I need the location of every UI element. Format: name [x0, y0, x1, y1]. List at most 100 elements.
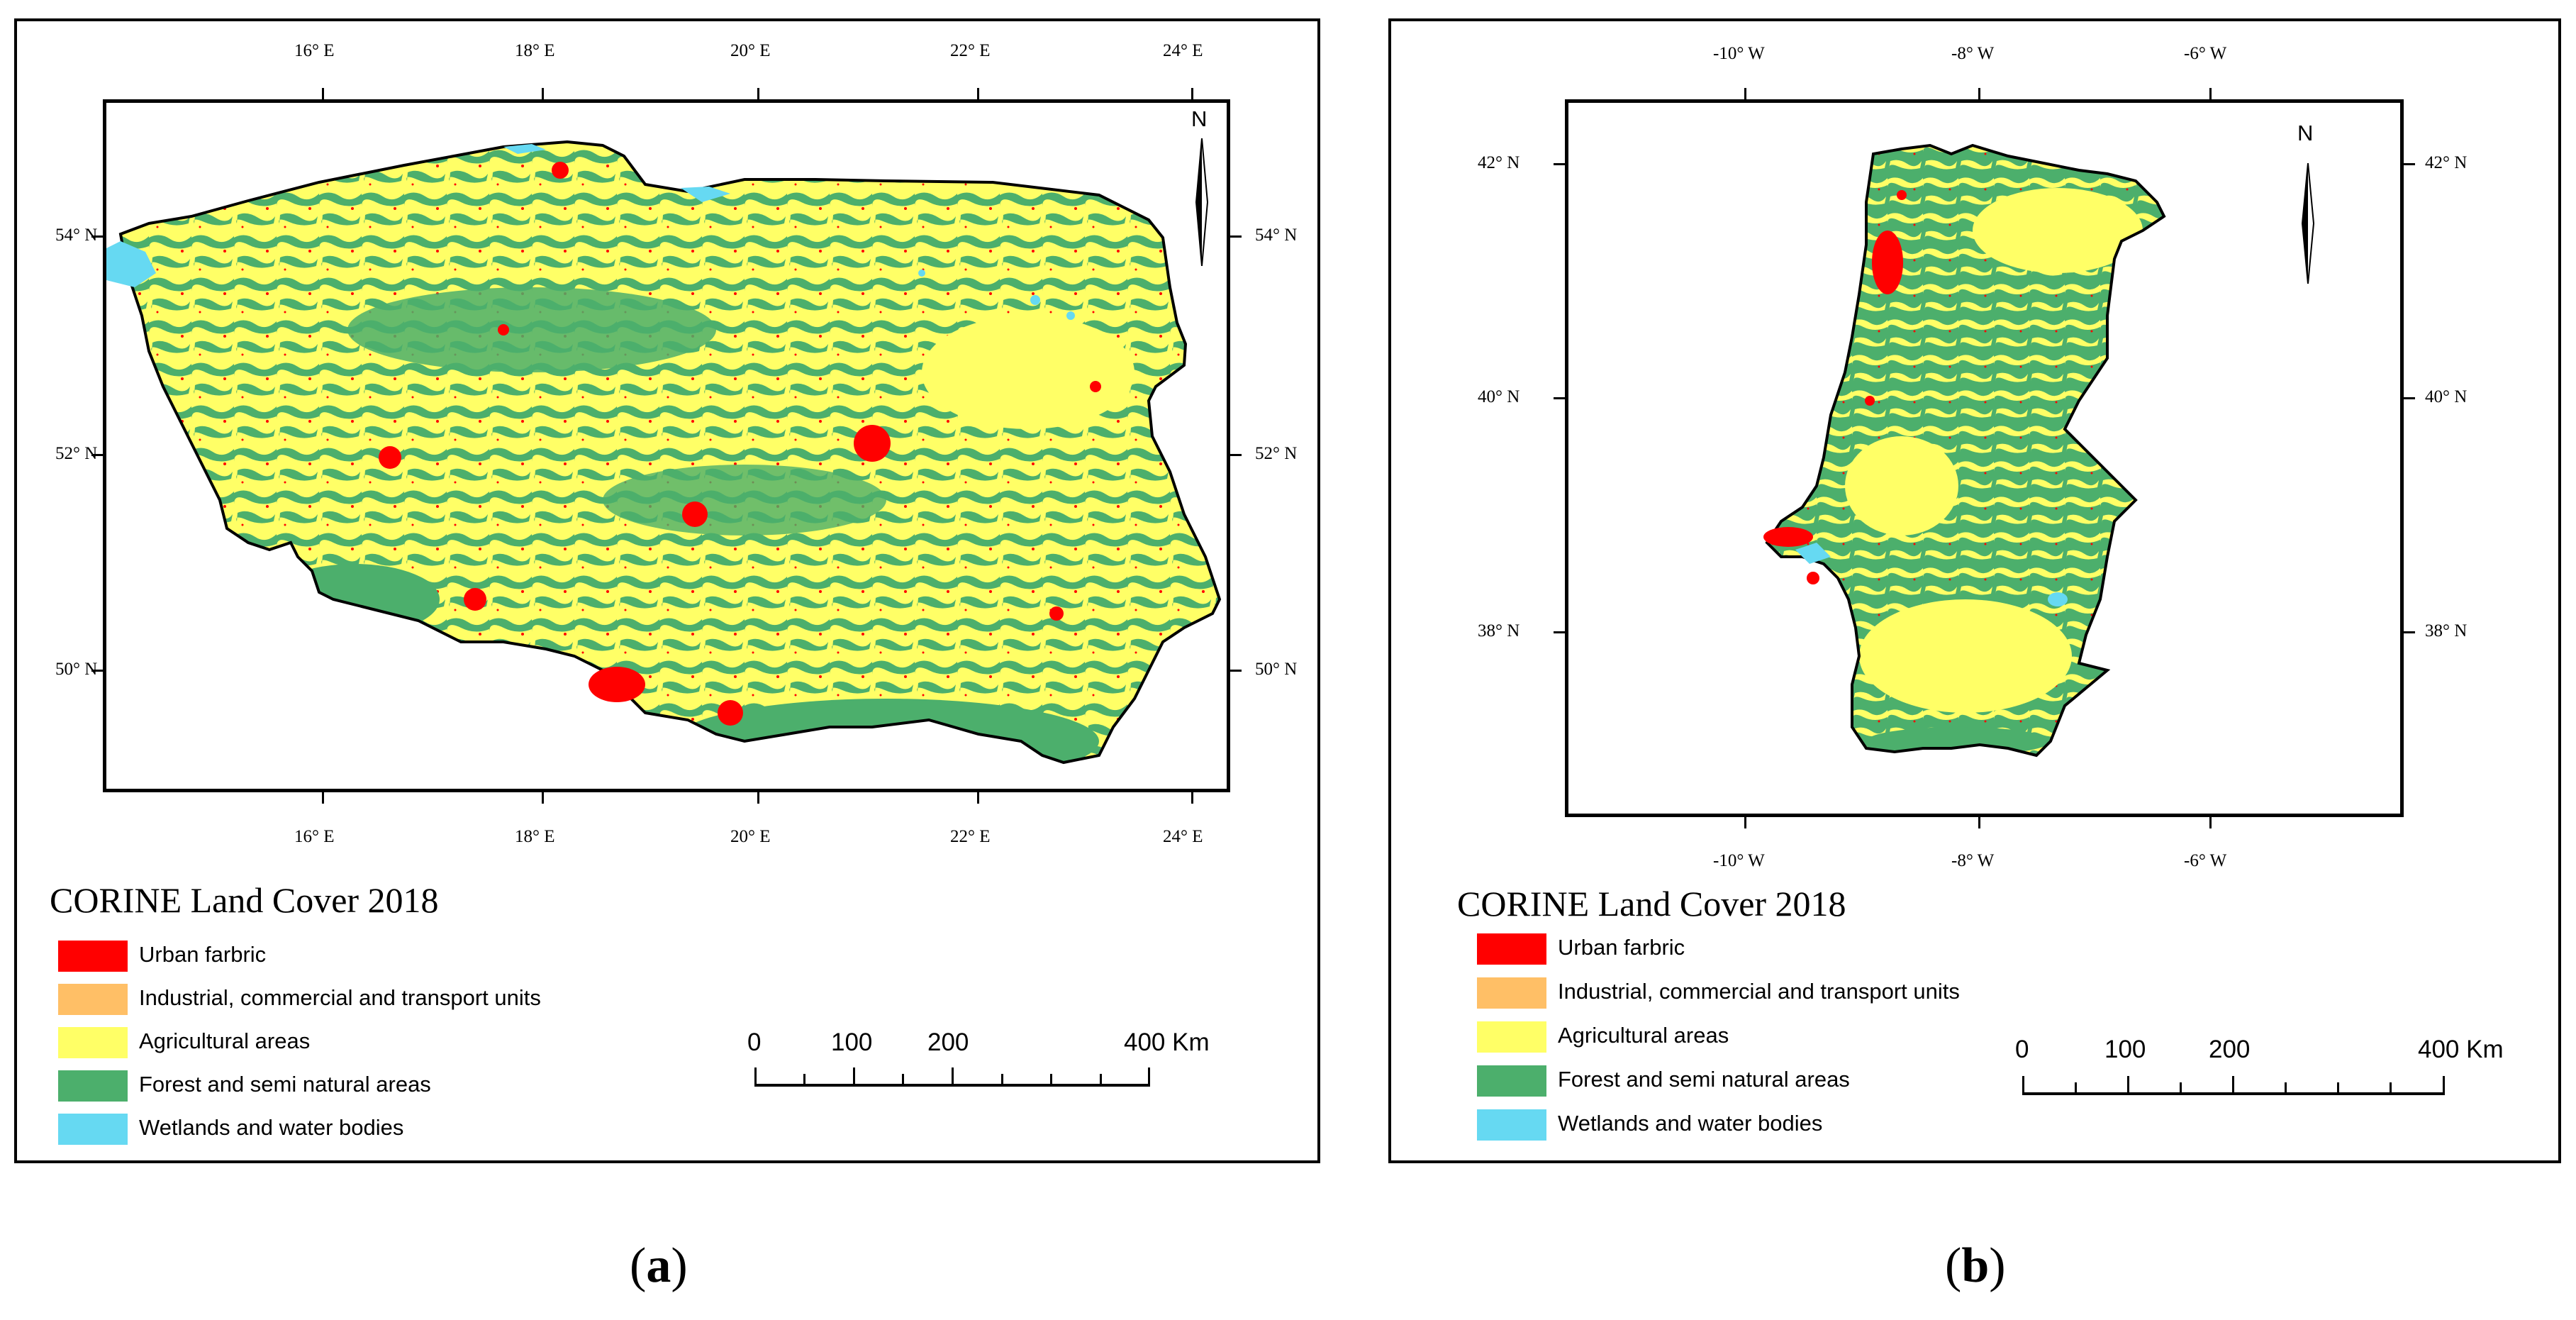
alqueva-reservoir [2048, 592, 2068, 606]
legend-label: Wetlands and water bodies [139, 1115, 404, 1140]
legend-label: Forest and semi natural areas [1558, 1067, 1850, 1092]
scale-tick [1050, 1074, 1052, 1085]
legend-swatch-forest [58, 1070, 128, 1102]
scale-label-400: 400 Km [2418, 1036, 2504, 1063]
tick-mark [1230, 670, 1242, 672]
tick-mark [1554, 163, 1565, 165]
tick-mark [91, 235, 103, 238]
legend-swatch-water [1477, 1109, 1546, 1141]
scale-label-100: 100 [2104, 1036, 2146, 1063]
tick-right-52n: 52° N [1255, 444, 1298, 463]
scale-label-400: 400 Km [1124, 1028, 1210, 1056]
scale-tick [2337, 1082, 2339, 1094]
scale-label-200: 200 [2209, 1036, 2251, 1063]
scale-tick [754, 1067, 757, 1087]
scale-label-0: 0 [2015, 1036, 2029, 1063]
caption-letter: a [646, 1238, 671, 1293]
tick-mark [977, 792, 979, 804]
urban-warsaw [854, 425, 891, 462]
tick-mark [757, 792, 759, 804]
masurian-lake [918, 270, 925, 277]
legend-label: Urban farbric [139, 942, 267, 967]
tick-left-54n: 54° N [55, 226, 98, 245]
tick-bottom-18e: 18° E [515, 827, 555, 846]
tick-bottom-24e: 24° E [1163, 827, 1203, 846]
portugal-map [1763, 143, 2166, 758]
tick-mark [91, 454, 103, 456]
urban-gdansk [552, 162, 569, 179]
portugal-border [1765, 143, 2166, 758]
urban-braga [1897, 190, 1907, 200]
legend-label: Wetlands and water bodies [1558, 1111, 1823, 1136]
scale-tick [2232, 1076, 2234, 1095]
scale-tick [902, 1074, 904, 1085]
tick-bottom-22e: 22° E [950, 827, 991, 846]
tick-bottom-16e: 16° E [294, 827, 335, 846]
legend-swatch-water [58, 1114, 128, 1145]
panel-a-map-frame [103, 99, 1230, 792]
tagus-estuary [1795, 543, 1831, 564]
tick-mark [1191, 88, 1193, 99]
urban-lisbon [1763, 527, 1813, 547]
vistula-lagoon [681, 187, 730, 202]
tick-right-42n: 42° N [2425, 153, 2468, 172]
urban-wroclaw [464, 588, 486, 611]
tick-mark [2209, 88, 2212, 99]
tick-left-52n: 52° N [55, 444, 98, 463]
tick-top-24e: 24° E [1163, 41, 1203, 60]
north-arrow-icon [2301, 163, 2315, 284]
legend-title: CORINE Land Cover 2018 [1457, 884, 1846, 924]
legend-swatch-industrial [58, 984, 128, 1015]
legend-title: CORINE Land Cover 2018 [50, 880, 439, 920]
legend-label: Agricultural areas [1558, 1023, 1729, 1048]
szczecin-lagoon [106, 241, 156, 287]
scale-label-100: 100 [831, 1028, 873, 1056]
tick-top-10w: -10° W [1713, 44, 1765, 63]
caption-letter: b [1961, 1238, 1990, 1293]
legend-swatch-urban [58, 941, 128, 972]
tick-mark [1978, 88, 1980, 99]
caption-a: (a) [630, 1238, 688, 1294]
tick-right-54n: 54° N [1255, 226, 1298, 245]
caption-b: (b) [1945, 1238, 2006, 1294]
legend-swatch-forest [1477, 1065, 1546, 1097]
scale-tick [2075, 1082, 2077, 1094]
tick-mark [1554, 631, 1565, 633]
tick-mark [322, 792, 324, 804]
tick-left-40n: 40° N [1478, 387, 1520, 406]
urban-krakow [718, 700, 743, 726]
legend-swatch-industrial [1477, 977, 1546, 1009]
tick-mark [2404, 397, 2415, 399]
urban-setubal [1807, 572, 1819, 584]
tick-mark [2404, 631, 2415, 633]
urban-lublin [1049, 606, 1064, 621]
tick-mark [757, 88, 759, 99]
tick-mark [1230, 454, 1242, 456]
scale-tick [2022, 1076, 2024, 1095]
tick-top-22e: 22° E [950, 41, 991, 60]
urban-lodz [682, 501, 708, 527]
puck-bay [503, 144, 546, 154]
tick-mark [1230, 235, 1242, 238]
tick-mark [322, 88, 324, 99]
legend-label: Urban farbric [1558, 935, 1685, 960]
scale-tick [853, 1067, 855, 1087]
north-arrow-icon [1195, 138, 1209, 266]
scale-tick [2180, 1082, 2182, 1094]
north-label: N [1191, 106, 1208, 131]
urban-coimbra [1865, 396, 1875, 406]
poland-map [106, 140, 1222, 765]
poland-border [118, 140, 1222, 765]
scale-tick [2443, 1076, 2445, 1095]
scale-tick [1148, 1067, 1150, 1087]
tick-mark [1978, 817, 1980, 828]
tick-right-40n: 40° N [2425, 387, 2468, 406]
tick-mark [542, 88, 544, 99]
tick-mark [542, 792, 544, 804]
legend-label: Agricultural areas [139, 1028, 311, 1053]
scale-label-0: 0 [747, 1028, 762, 1056]
urban-bialystok [1090, 381, 1101, 392]
masurian-lake [1066, 311, 1075, 320]
tick-top-6w: -6° W [2184, 44, 2227, 63]
caption-paren-close: ) [671, 1238, 688, 1293]
